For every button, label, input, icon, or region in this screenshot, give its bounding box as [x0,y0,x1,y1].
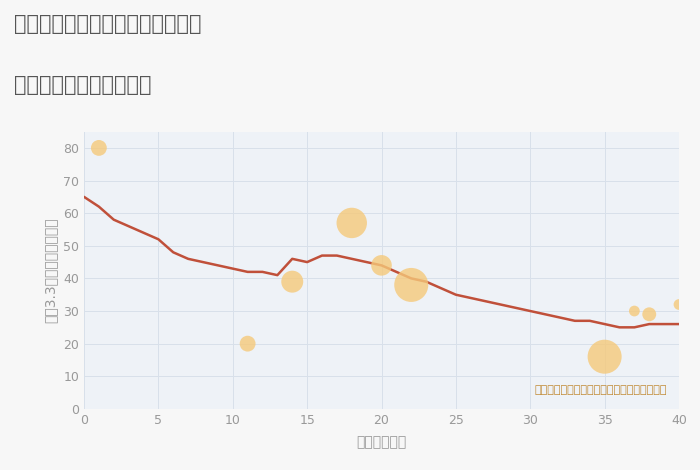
Point [629,307,640,315]
Point [287,278,298,285]
Point [376,262,387,269]
Point [93,144,104,152]
Y-axis label: 坪（3.3㎡）単価（万円）: 坪（3.3㎡）単価（万円） [43,218,57,323]
Point [242,340,253,347]
Text: 福岡県北九州市小倉北区皿山町の: 福岡県北九州市小倉北区皿山町の [14,14,202,34]
Point [644,311,655,318]
Point [673,301,685,308]
X-axis label: 築年数（年）: 築年数（年） [356,435,407,449]
Text: 築年数別中古戸建て価格: 築年数別中古戸建て価格 [14,75,151,95]
Point [406,281,417,289]
Point [599,353,610,360]
Point [346,219,357,227]
Text: 円の大きさは、取引のあった物件面積を示す: 円の大きさは、取引のあった物件面積を示す [535,385,667,395]
